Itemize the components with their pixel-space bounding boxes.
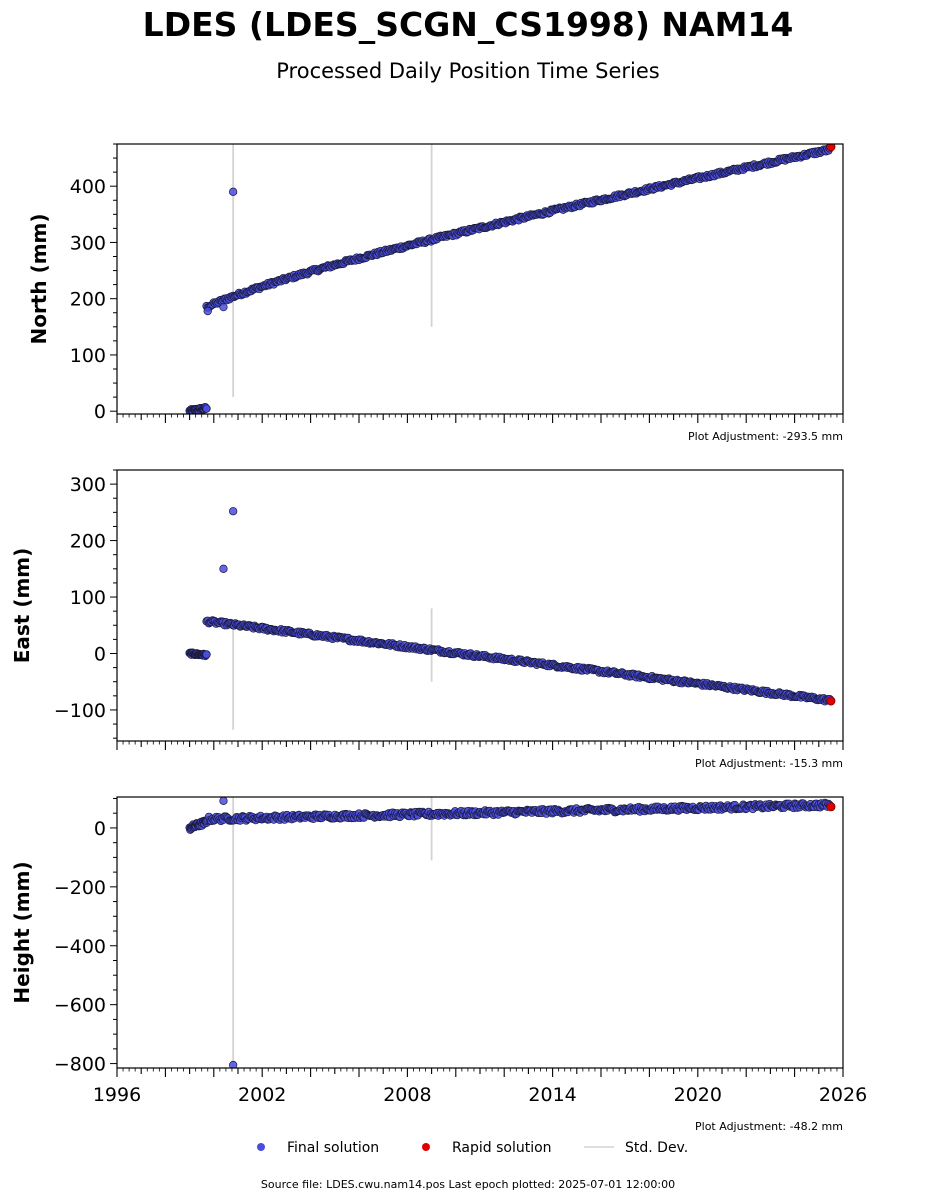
rapid-solution-point — [826, 802, 836, 812]
y-tick-label: 0 — [94, 643, 106, 665]
legend: Final solution Rapid solution Std. Dev. — [257, 1140, 688, 1156]
figure-title: LDES (LDES_SCGN_CS1998) NAM14 — [143, 5, 794, 44]
final-solution-point — [219, 797, 228, 805]
plot-adjustment-label: Plot Adjustment: -48.2 mm — [695, 1120, 843, 1133]
plot-adjustment-label: Plot Adjustment: -293.5 mm — [688, 430, 843, 443]
y-tick-label: 200 — [70, 289, 106, 311]
legend-rapid-label: Rapid solution — [452, 1140, 552, 1156]
y-tick-label: 300 — [70, 474, 106, 496]
y-tick-label: 0 — [94, 818, 106, 840]
x-tick-label: 2020 — [674, 1084, 722, 1106]
final-solution-point — [203, 306, 212, 316]
data-points-east — [185, 507, 836, 706]
y-tick-label: −100 — [54, 700, 106, 722]
data-points-north — [185, 144, 836, 414]
plot-adjustment-label: Plot Adjustment: -15.3 mm — [695, 757, 843, 770]
panel-frame — [116, 796, 844, 1069]
panel-north: 0 100 200 300 400 North (mm) Plot Adjustment: … — [27, 143, 844, 443]
y-axis-label: North (mm) — [27, 213, 51, 344]
y-tick-label: 200 — [70, 531, 106, 553]
final-solution-point — [229, 507, 238, 516]
x-tick-label: 1996 — [93, 1084, 141, 1106]
final-solution-point — [219, 302, 228, 312]
y-tick-label: −400 — [54, 936, 106, 958]
y-tick-label: 100 — [70, 345, 106, 367]
y-axis-label: East (mm) — [10, 548, 34, 664]
y-tick-label: −800 — [54, 1054, 106, 1076]
x-tick-label: 2002 — [238, 1084, 286, 1106]
legend-final-label: Final solution — [287, 1140, 379, 1156]
x-tick-label: 2008 — [383, 1084, 431, 1106]
final-solution-point — [202, 650, 211, 659]
y-tick-label: 300 — [70, 232, 106, 254]
rapid-solution-point — [826, 696, 836, 706]
x-tick-label: 2026 — [819, 1084, 867, 1106]
rapid-solution-point — [826, 144, 836, 152]
legend-final-marker — [257, 1143, 265, 1151]
y-tick-label: 0 — [94, 401, 106, 423]
data-points-height — [185, 797, 836, 1068]
final-solution-point — [229, 1060, 238, 1068]
y-tick-label: 100 — [70, 587, 106, 609]
x-tick-label: 2014 — [528, 1084, 576, 1106]
y-axis-label: Height (mm) — [10, 861, 34, 1003]
legend-rapid-marker — [422, 1143, 430, 1151]
y-tick-label: −200 — [54, 877, 106, 899]
legend-std-label: Std. Dev. — [625, 1140, 688, 1156]
final-solution-point — [229, 187, 238, 196]
panel-frame — [116, 143, 844, 415]
final-solution-point — [202, 404, 211, 413]
panel-east: −100 0 100 200 300 East (mm) Plot Adjustment: … — [10, 469, 844, 770]
panel-frame — [116, 469, 844, 742]
panel-height: −800 −600 −400 −200 0 1996 2002 2008 2014 2020 202… — [10, 796, 867, 1133]
y-tick-label: 400 — [70, 176, 106, 198]
y-tick-label: −600 — [54, 995, 106, 1017]
panels-group: 0 100 200 300 400 North (mm) Plot Adjustment: … — [10, 143, 867, 1133]
source-footer: Source file: LDES.cwu.nam14.pos Last epo… — [261, 1178, 675, 1191]
figure-subtitle: Processed Daily Position Time Series — [276, 59, 660, 83]
final-solution-point — [219, 564, 228, 573]
